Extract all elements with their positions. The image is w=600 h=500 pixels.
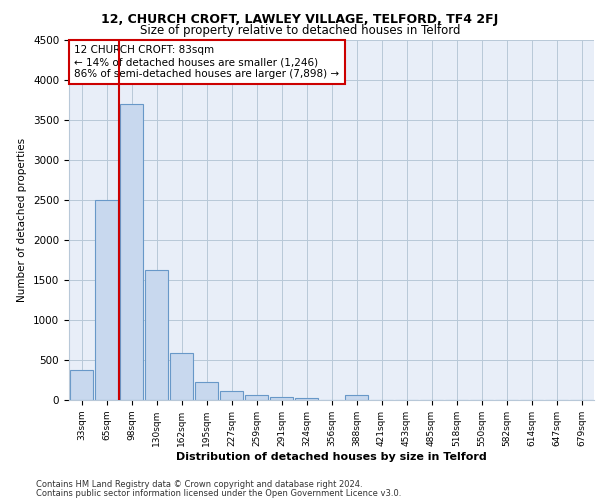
Bar [295,398,318,400]
Bar [120,104,143,400]
X-axis label: Distribution of detached houses by size in Telford: Distribution of detached houses by size … [176,452,487,462]
Y-axis label: Number of detached properties: Number of detached properties [17,138,28,302]
Text: Contains HM Land Registry data © Crown copyright and database right 2024.: Contains HM Land Registry data © Crown c… [36,480,362,489]
Text: Contains public sector information licensed under the Open Government Licence v3: Contains public sector information licen… [36,488,401,498]
Bar [220,391,243,400]
Text: Size of property relative to detached houses in Telford: Size of property relative to detached ho… [140,24,460,37]
Bar [270,397,293,400]
Text: 12 CHURCH CROFT: 83sqm
← 14% of detached houses are smaller (1,246)
86% of semi-: 12 CHURCH CROFT: 83sqm ← 14% of detached… [74,46,340,78]
Bar [95,200,118,400]
Bar [70,370,93,400]
Text: 12, CHURCH CROFT, LAWLEY VILLAGE, TELFORD, TF4 2FJ: 12, CHURCH CROFT, LAWLEY VILLAGE, TELFOR… [101,12,499,26]
Bar [195,382,218,400]
Bar [145,270,168,400]
Bar [345,395,368,400]
Bar [170,353,193,400]
Bar [245,395,268,400]
